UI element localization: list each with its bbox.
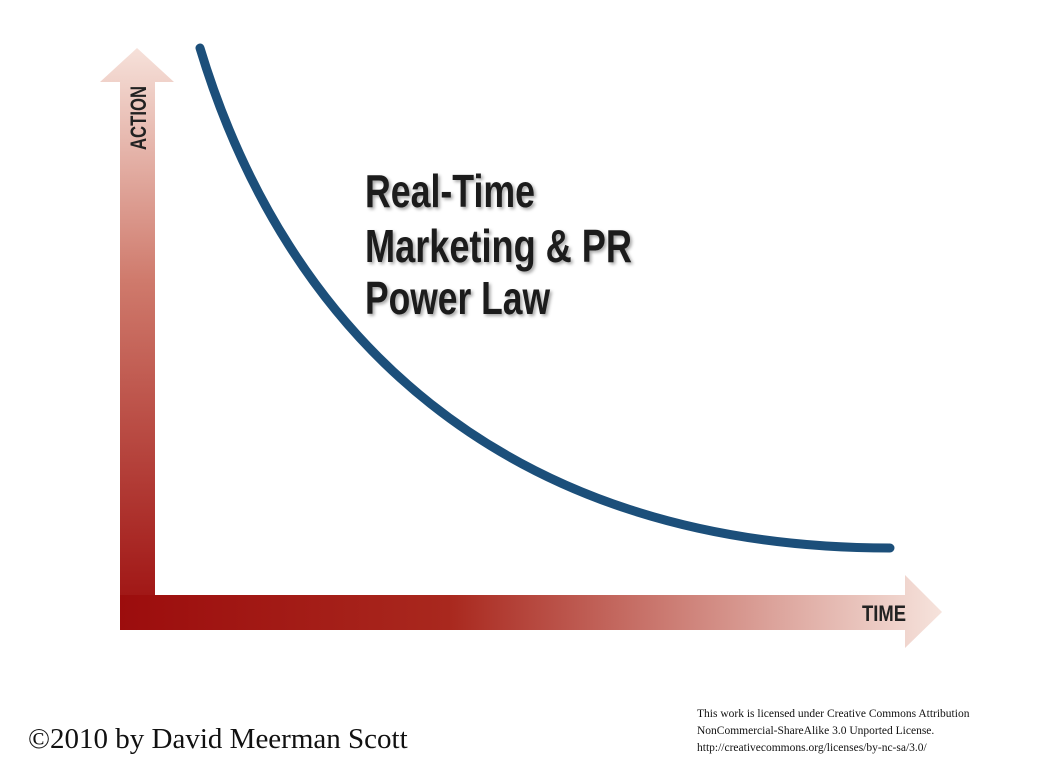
license-line: http://creativecommons.org/licenses/by-n… — [697, 742, 928, 754]
x-axis-label: TIME — [862, 601, 906, 626]
copyright: ©2010 by David Meerman Scott — [28, 723, 408, 755]
power-law-curve — [195, 43, 895, 553]
title-line: Power Law — [365, 272, 550, 324]
title: Real-Time Marketing & PR Power Law — [365, 165, 632, 324]
license-line: NonCommercial-ShareAlike 3.0 Unported Li… — [697, 725, 934, 737]
title-line: Marketing & PR — [365, 220, 632, 272]
y-axis-arrow — [100, 48, 174, 630]
license-line: This work is licensed under Creative Com… — [697, 708, 970, 720]
x-axis-arrow — [120, 575, 942, 648]
y-axis-label: ACTION — [126, 86, 151, 150]
title-line: Real-Time — [365, 165, 535, 217]
